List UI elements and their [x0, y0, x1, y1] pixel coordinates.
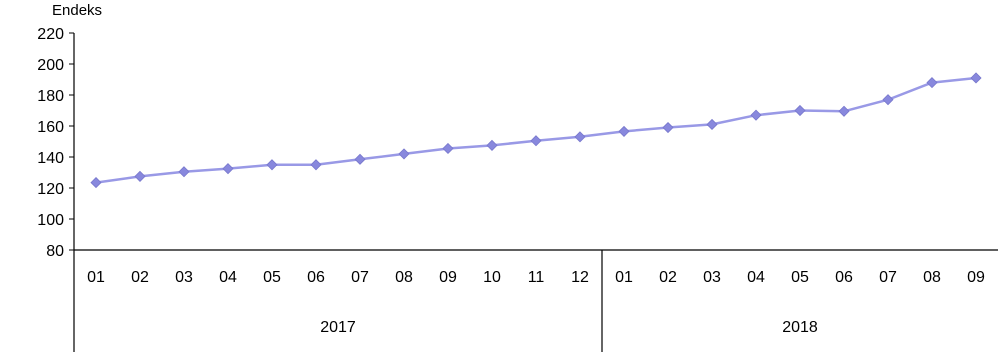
- x-tick-label: 06: [307, 269, 325, 286]
- y-tick-label: 220: [37, 26, 64, 43]
- data-point: [838, 105, 850, 117]
- x-tick-label: 03: [175, 269, 193, 286]
- x-tick-label: 05: [263, 269, 281, 286]
- y-tick-label: 140: [37, 150, 64, 167]
- data-point: [970, 72, 982, 84]
- y-tick-label: 80: [46, 243, 64, 260]
- y-tick-label: 200: [37, 57, 64, 74]
- x-tick-label: 06: [835, 269, 853, 286]
- x-tick-label: 08: [395, 269, 413, 286]
- data-point: [178, 166, 190, 178]
- x-tick-label: 03: [703, 269, 721, 286]
- data-point: [90, 177, 102, 189]
- y-axis-label: Endeks: [52, 2, 102, 19]
- y-tick-label: 100: [37, 212, 64, 229]
- x-tick-label: 10: [483, 269, 501, 286]
- data-point: [926, 77, 938, 89]
- data-point: [574, 131, 586, 143]
- y-tick-label: 120: [37, 181, 64, 198]
- year-label: 2018: [782, 319, 818, 336]
- x-tick-label: 02: [659, 269, 677, 286]
- data-point: [442, 142, 454, 155]
- data-point: [530, 135, 542, 147]
- x-tick-label: 09: [967, 269, 985, 286]
- data-point: [354, 153, 366, 165]
- data-point: [662, 121, 674, 134]
- data-point: [222, 163, 234, 175]
- year-label: 2017: [320, 319, 356, 336]
- x-tick-label: 11: [528, 269, 545, 286]
- data-point: [618, 125, 630, 137]
- series: [90, 72, 982, 189]
- x-tick-label: 09: [439, 269, 457, 286]
- data-point: [750, 109, 762, 121]
- x-tick-label: 05: [791, 269, 809, 286]
- x-tick-label: 12: [571, 269, 589, 286]
- data-point: [398, 148, 410, 160]
- x-tick-label: 02: [131, 269, 149, 286]
- x-ticks: 01 02 03 04 05 06 07 08 09 10 11 12 01 02 03 04 05 06 07 08…: [87, 269, 985, 286]
- data-point: [134, 170, 146, 182]
- data-point: [486, 139, 498, 151]
- y-ticks: 80 100 120 140 160 180 200 220: [37, 26, 74, 260]
- data-point: [266, 159, 278, 171]
- y-tick-label: 180: [37, 88, 64, 105]
- x-tick-label: 01: [615, 269, 633, 286]
- x-tick-label: 07: [351, 269, 369, 286]
- axes: [73, 33, 998, 352]
- data-point: [794, 104, 806, 117]
- data-point: [310, 159, 322, 171]
- data-point: [882, 94, 894, 106]
- x-tick-label: 08: [923, 269, 941, 286]
- x-tick-label: 01: [87, 269, 105, 286]
- x-tick-label: 04: [219, 269, 237, 286]
- x-tick-label: 07: [879, 269, 897, 286]
- y-tick-label: 160: [37, 119, 64, 136]
- year-groups: 2017 2018: [320, 250, 818, 352]
- data-point: [706, 118, 718, 131]
- x-tick-label: 04: [747, 269, 765, 286]
